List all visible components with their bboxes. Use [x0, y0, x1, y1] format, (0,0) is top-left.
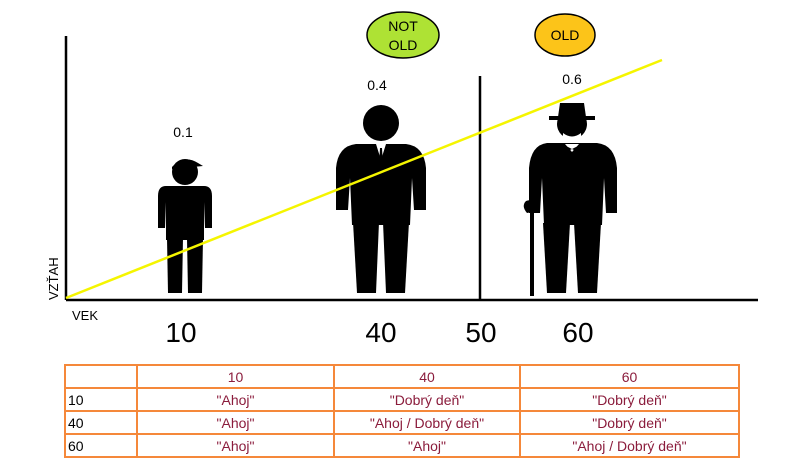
table-cell: "Ahoj" — [136, 387, 335, 412]
value-label-adult: 0.4 — [367, 77, 387, 93]
not-old-badge: NOT OLD — [366, 11, 440, 59]
table-row: 10 "Ahoj" "Dobrý deň" "Dobrý deň" — [64, 387, 740, 412]
table-cell: "Ahoj / Dobrý deň" — [519, 433, 740, 458]
table-header-corner — [64, 364, 138, 389]
table-row-header: 60 — [64, 433, 138, 458]
table-cell: "Ahoj" — [333, 433, 521, 458]
old-badge-text: OLD — [551, 27, 580, 43]
table-header-cell: 40 — [333, 364, 521, 389]
tick-label-40: 40 — [365, 317, 396, 348]
x-axis-label: VEK — [72, 308, 98, 323]
table-cell: "Dobrý deň" — [519, 410, 740, 435]
table-cell: "Ahoj / Dobrý deň" — [333, 410, 521, 435]
table-row-header: 40 — [64, 410, 138, 435]
man-in-suit-icon — [336, 105, 426, 293]
relationship-trend-line — [65, 58, 663, 300]
table-header-row: 10 40 60 — [64, 364, 740, 389]
table-row: 60 "Ahoj" "Ahoj" "Ahoj / Dobrý deň" — [64, 433, 740, 458]
table-header-cell: 60 — [519, 364, 740, 389]
not-old-badge-line1: NOT — [388, 18, 418, 34]
table-cell: "Ahoj" — [136, 433, 335, 458]
table-row-header: 10 — [64, 387, 138, 412]
tick-label-10: 10 — [165, 317, 196, 348]
not-old-badge-line2: OLD — [389, 37, 418, 53]
table-row: 40 "Ahoj" "Ahoj / Dobrý deň" "Dobrý deň" — [64, 410, 740, 435]
old-badge: OLD — [534, 13, 596, 57]
table-cell: "Ahoj" — [136, 410, 335, 435]
greeting-table: 10 40 60 10 "Ahoj" "Dobrý deň" "Dobrý de… — [64, 364, 740, 458]
value-label-senior: 0.6 — [562, 71, 582, 87]
age-relationship-diagram: VZŤAH VEK 10 40 50 60 0.1 0.4 0.6 NOT OL… — [46, 11, 758, 348]
y-axis-label: VZŤAH — [46, 257, 61, 300]
value-label-child: 0.1 — [173, 124, 193, 140]
tick-label-50: 50 — [465, 317, 496, 348]
child-with-cap-icon — [158, 159, 212, 293]
old-man-with-hat-and-cane-icon — [523, 103, 617, 296]
tick-label-60: 60 — [562, 317, 593, 348]
table-header-cell: 10 — [136, 364, 335, 389]
table-cell: "Dobrý deň" — [519, 387, 740, 412]
table-cell: "Dobrý deň" — [333, 387, 521, 412]
